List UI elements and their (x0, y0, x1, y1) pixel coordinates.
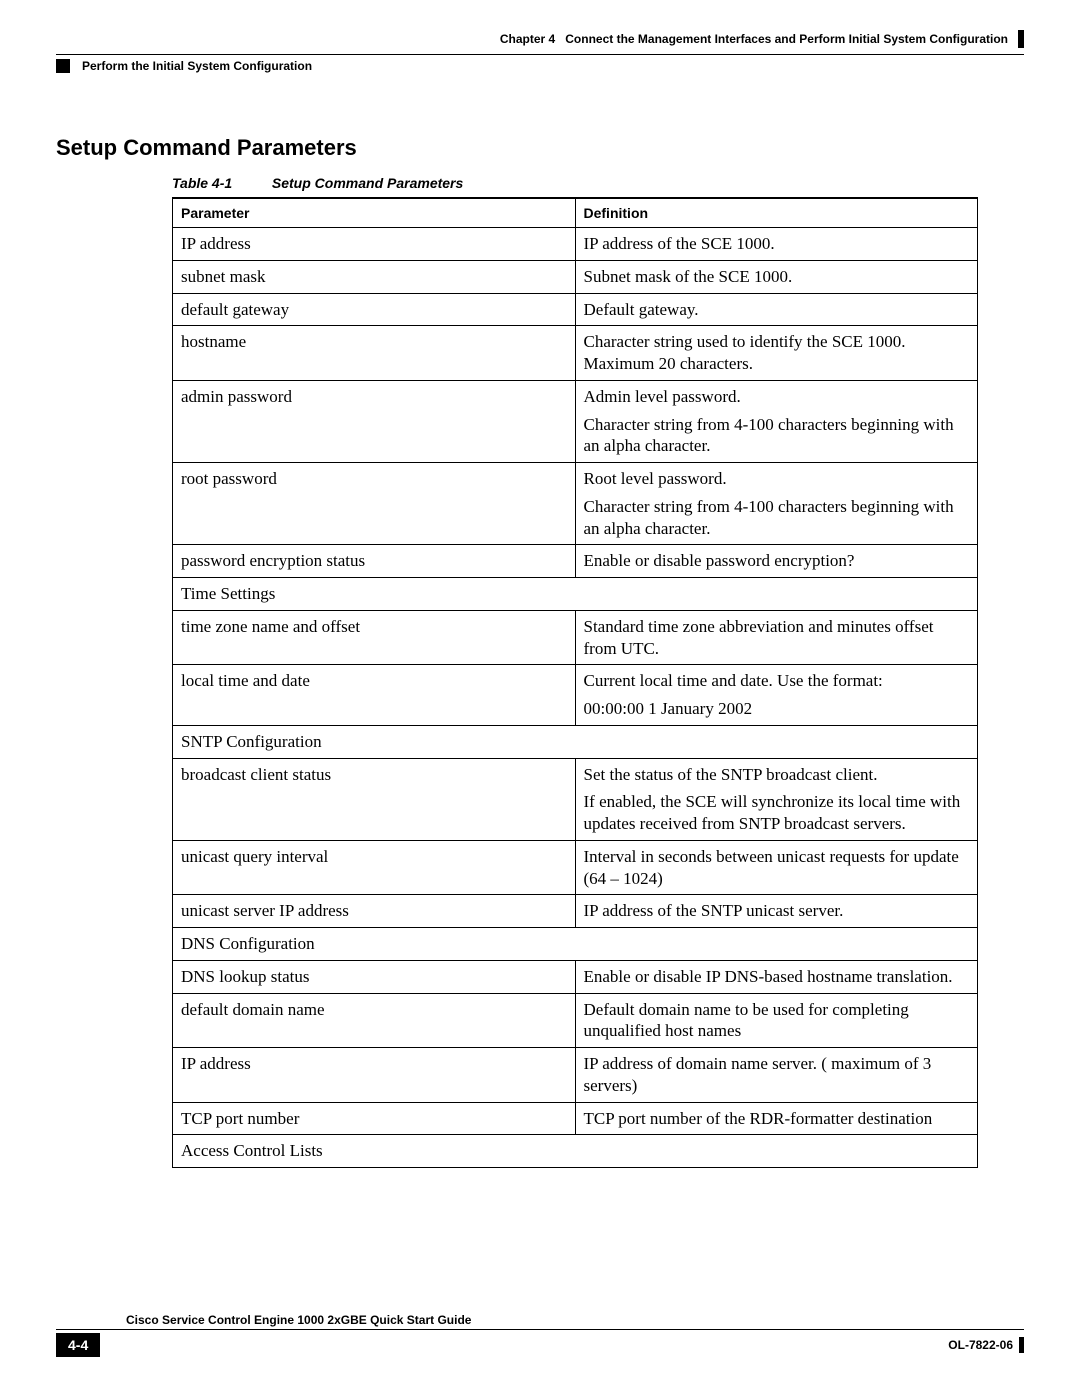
table-cell-def: Admin level password.Character string fr… (575, 380, 978, 462)
table-cell-span: SNTP Configuration (173, 725, 978, 758)
table-cell-def: Current local time and date. Use the for… (575, 665, 978, 726)
table-row: root passwordRoot level password.Charact… (173, 463, 978, 545)
table-row: default gatewayDefault gateway. (173, 293, 978, 326)
table-cell-param: time zone name and offset (173, 610, 576, 665)
section-crumb: Perform the Initial System Configuration (82, 59, 312, 73)
table-row: IP addressIP address of the SCE 1000. (173, 228, 978, 261)
footer-row: 4-4 OL-7822-06 (56, 1333, 1024, 1357)
table-cell-param: TCP port number (173, 1102, 576, 1135)
table-cell-param: default gateway (173, 293, 576, 326)
page: Chapter 4 Connect the Management Interfa… (0, 0, 1080, 1397)
section-title: Setup Command Parameters (56, 135, 1024, 161)
table-cell-span: DNS Configuration (173, 928, 978, 961)
header-sub: Perform the Initial System Configuration (56, 54, 1024, 73)
table-row: Access Control Lists (173, 1135, 978, 1168)
header-top: Chapter 4 Connect the Management Interfa… (56, 30, 1024, 48)
th-parameter: Parameter (173, 198, 576, 228)
table-row: hostnameCharacter string used to identif… (173, 326, 978, 381)
table-row: DNS lookup statusEnable or disable IP DN… (173, 960, 978, 993)
table-cell-def: Character string used to identify the SC… (575, 326, 978, 381)
table-cell-param: IP address (173, 228, 576, 261)
footer: Cisco Service Control Engine 1000 2xGBE … (56, 1313, 1024, 1357)
table-cell-def: Set the status of the SNTP broadcast cli… (575, 758, 978, 840)
table-cell-def: Default gateway. (575, 293, 978, 326)
footer-doc-title: Cisco Service Control Engine 1000 2xGBE … (56, 1313, 1024, 1330)
section-marker-icon (56, 59, 70, 73)
table-caption-title: Setup Command Parameters (272, 175, 463, 191)
table-row: time zone name and offsetStandard time z… (173, 610, 978, 665)
table-row: IP addressIP address of domain name serv… (173, 1048, 978, 1103)
table-row: password encryption statusEnable or disa… (173, 545, 978, 578)
table-cell-param: root password (173, 463, 576, 545)
table-cell-param: hostname (173, 326, 576, 381)
table-row: local time and dateCurrent local time an… (173, 665, 978, 726)
table-row: subnet maskSubnet mask of the SCE 1000. (173, 260, 978, 293)
table-row: Time Settings (173, 578, 978, 611)
chapter-title: Connect the Management Interfaces and Pe… (565, 32, 1008, 46)
table-cell-param: subnet mask (173, 260, 576, 293)
table-cell-def: Enable or disable password encryption? (575, 545, 978, 578)
table-cell-param: DNS lookup status (173, 960, 576, 993)
header-end-mark (1018, 30, 1024, 48)
table-cell-param: unicast query interval (173, 840, 576, 895)
table-cell-param: local time and date (173, 665, 576, 726)
table-cell-def: Subnet mask of the SCE 1000. (575, 260, 978, 293)
table-number: Table 4-1 (172, 175, 268, 191)
footer-end-mark (1019, 1337, 1024, 1353)
table-cell-span: Time Settings (173, 578, 978, 611)
table-cell-param: admin password (173, 380, 576, 462)
table-row: unicast server IP addressIP address of t… (173, 895, 978, 928)
table-row: unicast query intervalInterval in second… (173, 840, 978, 895)
table-cell-param: password encryption status (173, 545, 576, 578)
table-cell-param: default domain name (173, 993, 576, 1048)
table-cell-param: broadcast client status (173, 758, 576, 840)
table-cell-param: unicast server IP address (173, 895, 576, 928)
table-cell-def: Interval in seconds between unicast requ… (575, 840, 978, 895)
doc-id-text: OL-7822-06 (948, 1338, 1013, 1352)
table-cell-def: Enable or disable IP DNS-based hostname … (575, 960, 978, 993)
params-table: Parameter Definition IP addressIP addres… (172, 197, 978, 1168)
table-row: TCP port numberTCP port number of the RD… (173, 1102, 978, 1135)
table-cell-def: Standard time zone abbreviation and minu… (575, 610, 978, 665)
table-cell-param: IP address (173, 1048, 576, 1103)
table-cell-def: IP address of the SNTP unicast server. (575, 895, 978, 928)
table-row: admin passwordAdmin level password.Chara… (173, 380, 978, 462)
table-cell-def: IP address of domain name server. ( maxi… (575, 1048, 978, 1103)
th-definition: Definition (575, 198, 978, 228)
table-cell-def: TCP port number of the RDR-formatter des… (575, 1102, 978, 1135)
table-cell-def: Default domain name to be used for compl… (575, 993, 978, 1048)
table-caption: Table 4-1 Setup Command Parameters (172, 175, 1024, 191)
table-body: IP addressIP address of the SCE 1000.sub… (173, 228, 978, 1168)
table-row: default domain nameDefault domain name t… (173, 993, 978, 1048)
table-row: broadcast client statusSet the status of… (173, 758, 978, 840)
chapter-label: Chapter 4 Connect the Management Interfa… (500, 32, 1008, 46)
doc-id: OL-7822-06 (948, 1337, 1024, 1353)
table-cell-def: Root level password.Character string fro… (575, 463, 978, 545)
table-row: SNTP Configuration (173, 725, 978, 758)
table-cell-span: Access Control Lists (173, 1135, 978, 1168)
table-header-row: Parameter Definition (173, 198, 978, 228)
table-cell-def: IP address of the SCE 1000. (575, 228, 978, 261)
table-row: DNS Configuration (173, 928, 978, 961)
page-number-badge: 4-4 (56, 1333, 100, 1357)
